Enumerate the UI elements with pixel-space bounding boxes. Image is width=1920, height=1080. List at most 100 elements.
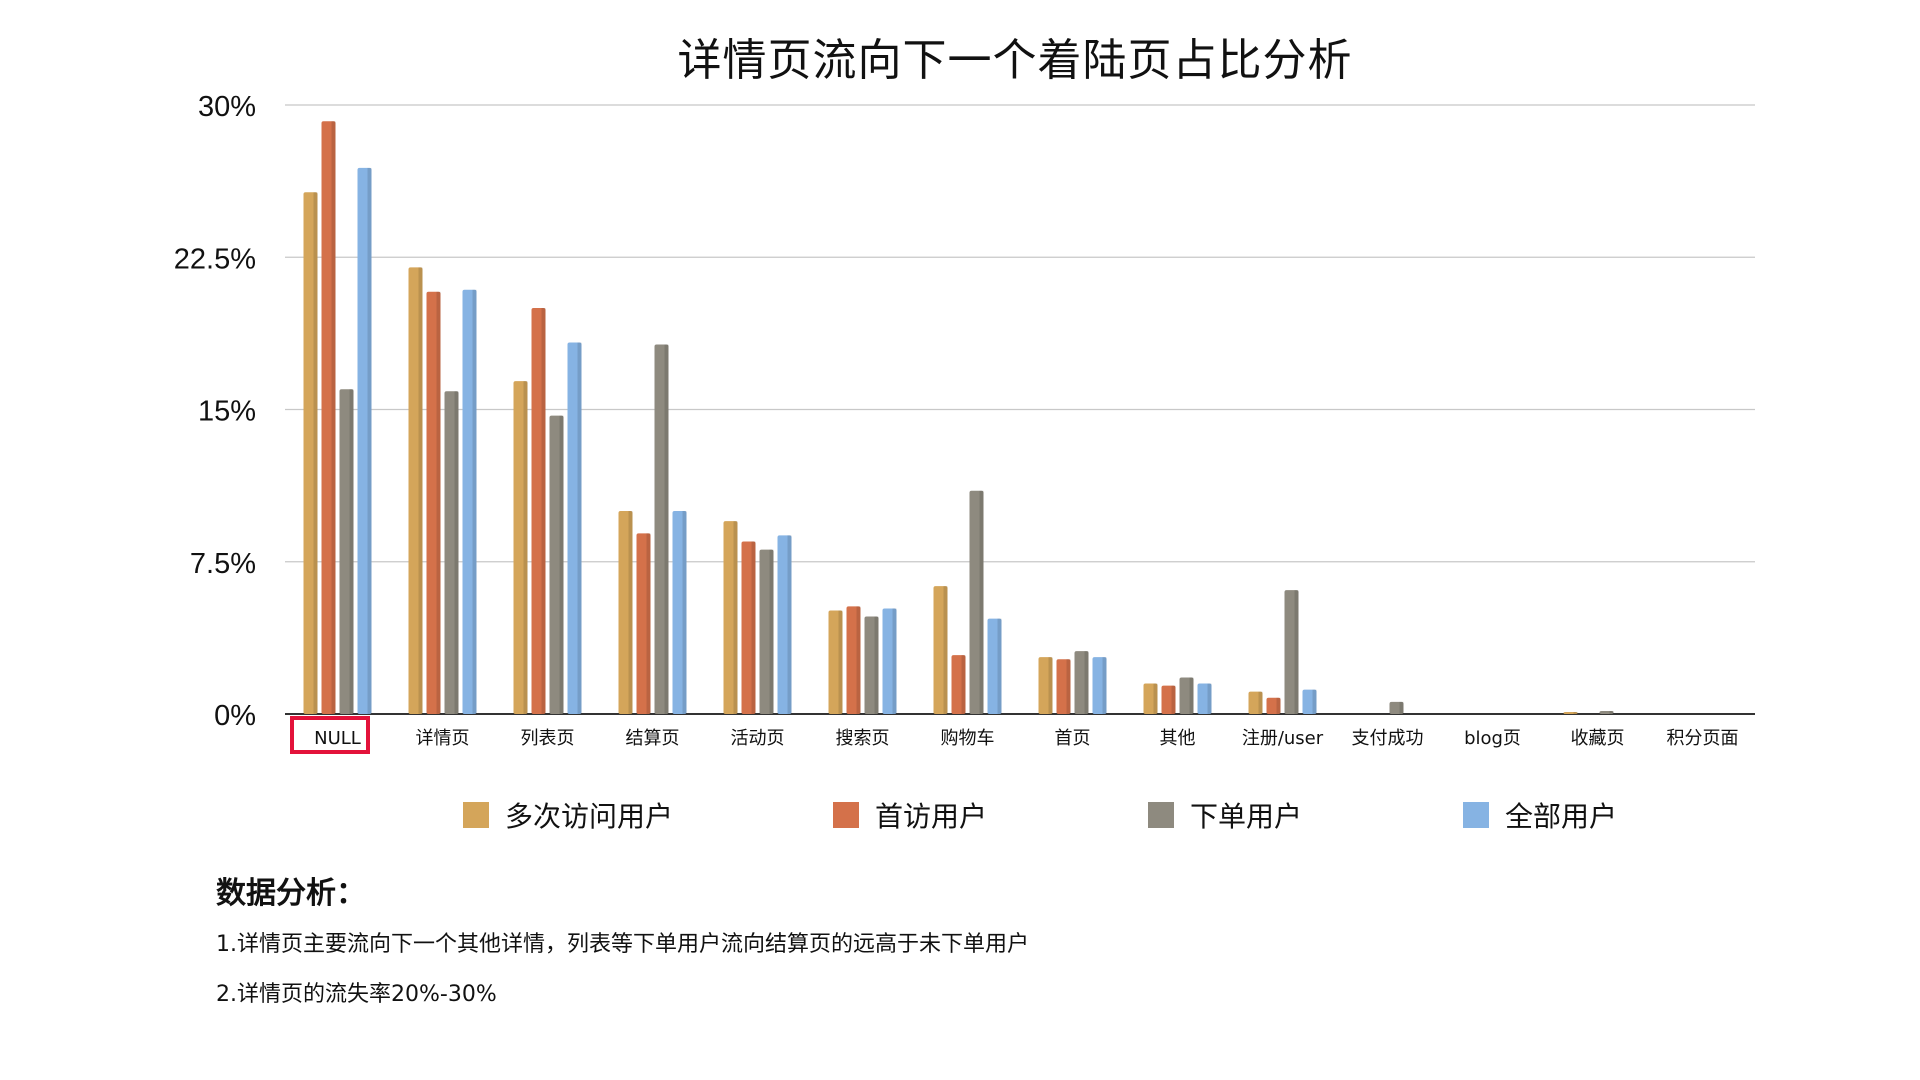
bar-shade bbox=[418, 267, 423, 714]
x-tick-label: 其他 bbox=[1160, 728, 1196, 749]
bar bbox=[339, 389, 354, 714]
bar-shade bbox=[1171, 685, 1176, 714]
bar-shade bbox=[1048, 657, 1053, 714]
bar bbox=[321, 121, 336, 715]
bar bbox=[357, 167, 372, 714]
bar-shade bbox=[1207, 683, 1212, 714]
bar-shade bbox=[436, 291, 441, 714]
chart-bars bbox=[303, 121, 1614, 715]
bar-chart: 0% 7.5% 15% 22.5% 30% NULL 详情页 列表页 结算页 活动页 搜索页 购物车… bbox=[174, 91, 1755, 749]
bar bbox=[951, 655, 966, 714]
bar-shade bbox=[961, 655, 966, 714]
x-tick-label: 积分页面 bbox=[1667, 728, 1739, 749]
bar-shade bbox=[646, 533, 651, 714]
bar-shade bbox=[997, 618, 1002, 714]
bar bbox=[531, 308, 546, 714]
legend-swatch bbox=[1148, 802, 1174, 828]
analysis-heading: 数据分析： bbox=[216, 876, 366, 911]
legend-item: 多次访问用户 bbox=[463, 795, 673, 835]
bar-shade bbox=[331, 121, 336, 715]
bar bbox=[1248, 691, 1263, 714]
analysis-line: 1.详情页主要流向下一个其他详情，列表等下单用户流向结算页的远高于未下单用户 bbox=[216, 932, 1029, 957]
y-tick-labels: 0% 7.5% 15% 22.5% 30% bbox=[174, 91, 256, 732]
bar bbox=[513, 381, 528, 714]
analysis-section: 数据分析： 1.详情页主要流向下一个其他详情，列表等下单用户流向结算页的远高于未… bbox=[216, 868, 1029, 1026]
bar bbox=[1302, 689, 1317, 714]
x-tick-label: 首页 bbox=[1055, 728, 1091, 749]
x-tick-label: 搜索页 bbox=[836, 728, 890, 749]
bar bbox=[1092, 657, 1107, 714]
legend-label: 全部用户 bbox=[1505, 800, 1618, 833]
bar-shade bbox=[1153, 683, 1158, 714]
x-tick-label: 支付成功 bbox=[1352, 728, 1424, 749]
bar-shade bbox=[1189, 677, 1194, 714]
x-tick-label: 购物车 bbox=[941, 728, 995, 749]
y-tick-label: 7.5% bbox=[190, 548, 256, 580]
bar bbox=[1074, 651, 1089, 714]
bar bbox=[1179, 677, 1194, 714]
bar-shade bbox=[1399, 701, 1404, 714]
bar bbox=[618, 511, 633, 714]
bar bbox=[1599, 710, 1614, 714]
y-tick-label: 15% bbox=[198, 396, 256, 428]
bar-shade bbox=[349, 389, 354, 714]
bar-shade bbox=[769, 549, 774, 714]
x-tick-labels: NULL 详情页 列表页 结算页 活动页 搜索页 购物车 首页 其他 注册/user 支付成功 blo… bbox=[314, 728, 1738, 749]
bar-shade bbox=[979, 490, 984, 714]
bar bbox=[741, 541, 756, 714]
bar bbox=[777, 535, 792, 714]
bar-shade bbox=[682, 511, 687, 714]
bar bbox=[723, 521, 738, 714]
legend-label: 下单用户 bbox=[1190, 800, 1303, 833]
bar bbox=[1266, 697, 1281, 714]
legend-item: 全部用户 bbox=[1463, 795, 1617, 835]
bar bbox=[1161, 685, 1176, 714]
bar bbox=[672, 511, 687, 714]
bar bbox=[882, 608, 897, 714]
x-tick-label: 活动页 bbox=[731, 728, 785, 749]
bar bbox=[1284, 590, 1299, 714]
chart-title: 详情页流向下一个着陆页占比分析 bbox=[677, 35, 1353, 86]
bar-shade bbox=[1312, 689, 1317, 714]
bar-shade bbox=[1066, 659, 1071, 714]
x-tick-label: NULL bbox=[314, 728, 361, 749]
bar bbox=[864, 616, 879, 714]
bar-shade bbox=[541, 308, 546, 714]
y-tick-label: 0% bbox=[214, 700, 256, 732]
bar-shade bbox=[892, 608, 897, 714]
bar bbox=[933, 586, 948, 714]
bar bbox=[426, 291, 441, 714]
bar-shade bbox=[1276, 697, 1281, 714]
legend-swatch bbox=[833, 802, 859, 828]
bar-shade bbox=[751, 541, 756, 714]
chart-grid bbox=[285, 104, 1755, 715]
legend-label: 首访用户 bbox=[875, 800, 988, 833]
null-highlight-box bbox=[290, 716, 370, 754]
bar-shade bbox=[1084, 651, 1089, 714]
bar-shade bbox=[628, 511, 633, 714]
bar bbox=[1038, 657, 1053, 714]
bar bbox=[1143, 683, 1158, 714]
bar-shade bbox=[472, 289, 477, 714]
x-tick-label: blog页 bbox=[1464, 728, 1521, 749]
bar-shade bbox=[1258, 691, 1263, 714]
bar bbox=[846, 606, 861, 714]
bar-shade bbox=[1294, 590, 1299, 714]
x-tick-label: 收藏页 bbox=[1571, 728, 1625, 749]
bar-shade bbox=[577, 342, 582, 714]
bar-shade bbox=[856, 606, 861, 714]
legend-swatch bbox=[1463, 802, 1489, 828]
legend-item: 首访用户 bbox=[833, 795, 987, 835]
bar-shade bbox=[838, 610, 843, 714]
x-tick-label: 注册/user bbox=[1242, 728, 1324, 749]
bar bbox=[1563, 711, 1578, 714]
legend-swatch bbox=[463, 802, 489, 828]
y-tick-label: 30% bbox=[198, 91, 256, 123]
bar bbox=[636, 533, 651, 714]
bar bbox=[1389, 701, 1404, 714]
bar-shade bbox=[1102, 657, 1107, 714]
bar bbox=[1056, 659, 1071, 714]
bar-shade bbox=[559, 415, 564, 714]
bar bbox=[987, 618, 1002, 714]
bar bbox=[969, 490, 984, 714]
